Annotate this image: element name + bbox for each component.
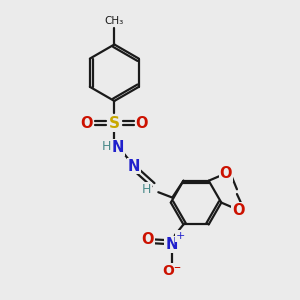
Text: H: H <box>101 140 111 153</box>
Text: O: O <box>232 202 244 217</box>
Text: O: O <box>81 116 93 131</box>
Text: O: O <box>135 116 148 131</box>
Text: CH₃: CH₃ <box>105 16 124 26</box>
Text: O: O <box>142 232 154 247</box>
Text: O⁻: O⁻ <box>162 264 181 278</box>
Text: S: S <box>109 116 120 131</box>
Text: +: + <box>176 231 185 241</box>
Text: H: H <box>142 183 151 196</box>
Text: N: N <box>112 140 124 155</box>
Text: O: O <box>219 166 232 181</box>
Text: N: N <box>128 159 140 174</box>
Text: N: N <box>165 237 178 252</box>
